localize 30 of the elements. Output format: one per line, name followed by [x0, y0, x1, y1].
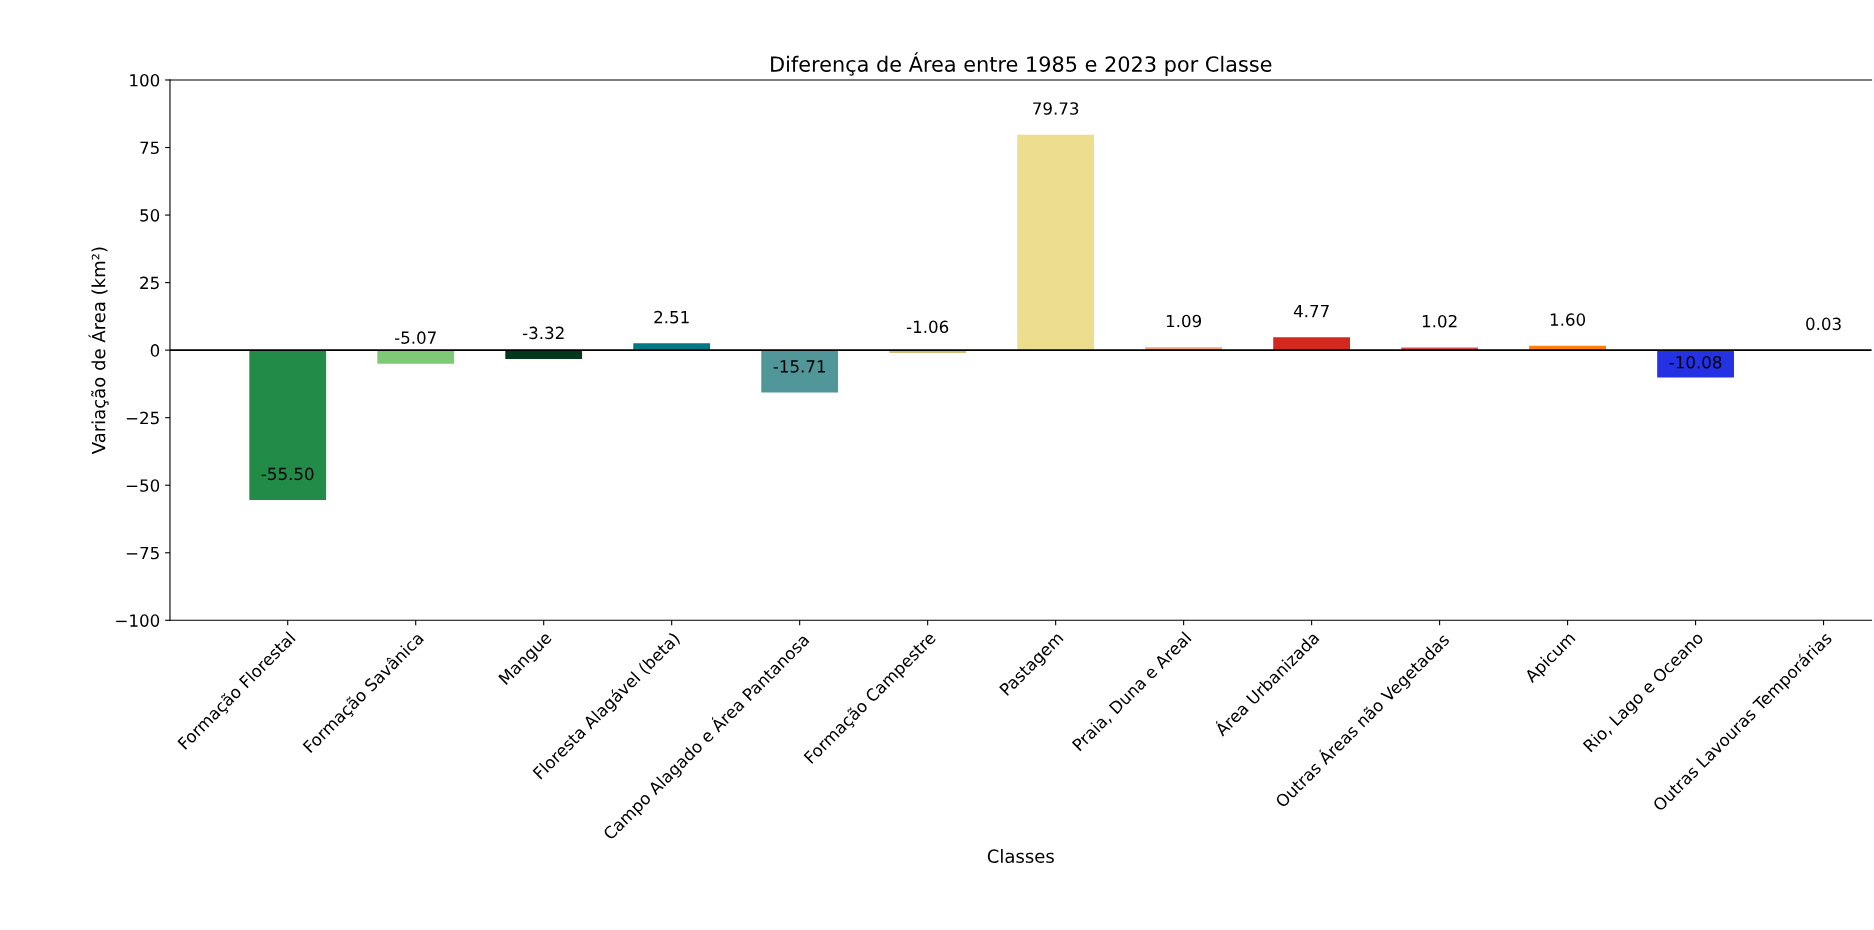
- bar: [249, 350, 327, 501]
- data-label: -55.50: [261, 467, 314, 481]
- data-label: -5.07: [394, 331, 436, 344]
- y-axis-title: Variação de Área (km²): [88, 247, 109, 455]
- y-tick-label: −75: [126, 546, 159, 560]
- bar: [761, 350, 839, 393]
- data-label: 2.51: [654, 310, 689, 324]
- data-label: 0.03: [1806, 317, 1841, 331]
- y-tick-label: 50: [140, 209, 160, 222]
- y-tick-label: 25: [140, 276, 159, 290]
- data-label: -3.32: [522, 326, 564, 340]
- y-tick-label: −50: [126, 479, 160, 492]
- y-tick-label: −25: [126, 411, 159, 425]
- y-tick-label: 75: [140, 141, 159, 155]
- data-label: -1.06: [906, 320, 949, 334]
- data-label: 4.77: [1293, 304, 1329, 318]
- y-tick-label: 0: [150, 344, 160, 357]
- data-label: -15.71: [773, 360, 825, 373]
- data-label: 1.02: [1422, 314, 1457, 328]
- bar: [1017, 134, 1095, 351]
- bar: [377, 350, 455, 364]
- bar: [1273, 337, 1351, 351]
- data-label: -10.08: [1669, 355, 1722, 369]
- data-label: 1.09: [1166, 314, 1202, 328]
- data-label: 1.60: [1550, 313, 1586, 326]
- y-tick-label: −100: [116, 614, 160, 627]
- y-tick-label: 100: [130, 73, 160, 87]
- x-axis-title: Classes: [987, 849, 1054, 863]
- chart-title: Diferença de Área entre 1985 e 2023 por Classe: [771, 52, 1272, 76]
- data-label: 79.73: [1033, 102, 1079, 115]
